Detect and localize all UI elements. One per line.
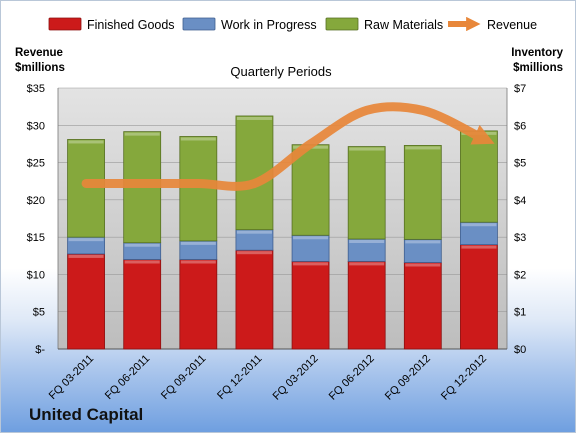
bar-highlight <box>349 262 385 266</box>
x-tick-label: FQ 06-2011 <box>103 353 152 402</box>
bar-highlight <box>293 236 329 240</box>
bar-raw-materials <box>347 146 386 240</box>
bar-highlight <box>236 116 272 120</box>
bar-highlight <box>461 245 497 249</box>
bar-raw-materials <box>291 144 330 236</box>
bar-raw-materials <box>403 145 442 240</box>
bar-highlight <box>180 137 216 141</box>
bar-highlight <box>405 263 441 267</box>
bar-finished-goods <box>67 253 105 350</box>
bar-highlight <box>461 223 497 227</box>
bar-highlight <box>236 230 272 234</box>
bar-highlight <box>180 241 216 245</box>
bar-highlight <box>236 251 272 255</box>
right-tick-label: $0 <box>514 344 526 356</box>
left-tick-label: $10 <box>27 269 45 281</box>
bar-finished-goods <box>123 259 162 350</box>
legend-swatch-work-in-progress <box>182 17 216 31</box>
left-tick-label: $20 <box>27 195 45 207</box>
bar-raw-materials <box>67 139 105 238</box>
bar-highlight <box>293 262 329 266</box>
right-axis-title-line2: $millions <box>513 62 563 74</box>
right-tick-label: $7 <box>514 83 526 95</box>
bar-highlight <box>180 260 216 264</box>
left-tick-label: $35 <box>27 83 45 95</box>
x-tick-label: FQ 09-2012 <box>383 353 433 403</box>
bars-group <box>67 115 498 350</box>
legend-label-revenue: Revenue <box>487 18 537 32</box>
bar-highlight <box>405 146 441 150</box>
left-axis-title-line1: Revenue <box>15 47 63 59</box>
bar-finished-goods <box>179 259 218 350</box>
bar-highlight <box>68 140 104 144</box>
chart-title: Quarterly Periods <box>230 64 332 79</box>
left-tick-label: $- <box>35 344 45 356</box>
bar-highlight <box>124 243 160 247</box>
bar-finished-goods <box>291 260 330 350</box>
bar-finished-goods <box>235 249 274 350</box>
bar-highlight <box>405 240 441 244</box>
right-axis-title-line1: Inventory <box>511 47 563 59</box>
bar-raw-materials <box>460 130 498 223</box>
company-name: United Capital <box>29 405 144 424</box>
left-tick-label: $25 <box>27 158 45 170</box>
legend-label-finished-goods: Finished Goods <box>87 18 175 32</box>
left-tick-label: $30 <box>27 120 45 132</box>
right-tick-label: $2 <box>514 269 526 281</box>
x-tick-label: FQ 03-2012 <box>271 353 321 403</box>
bar-highlight <box>124 260 160 264</box>
revenue-line <box>81 102 495 191</box>
x-tick-label: FQ 12-2012 <box>439 353 489 403</box>
right-tick-label: $3 <box>514 232 526 244</box>
right-tick-label: $4 <box>514 195 526 207</box>
bar-highlight <box>68 254 104 258</box>
bar-finished-goods <box>403 262 442 350</box>
bar-highlight <box>124 132 160 136</box>
bar-highlight <box>68 238 104 242</box>
bar-highlight <box>349 147 385 151</box>
x-tick-label: FQ 12-2011 <box>215 353 264 402</box>
left-tick-label: $5 <box>33 307 45 319</box>
bar-work-in-progress <box>291 234 330 262</box>
left-tick-label: $15 <box>27 232 45 244</box>
bar-finished-goods <box>347 260 386 350</box>
legend-swatch-finished-goods <box>48 17 82 31</box>
right-tick-label: $5 <box>514 158 526 170</box>
legend-label-work-in-progress: Work in Progress <box>221 18 317 32</box>
legend-label-raw-materials: Raw Materials <box>364 18 443 32</box>
x-tick-label: FQ 06-2012 <box>327 353 377 403</box>
legend: Finished Goods Work in Progress Raw Mate… <box>48 16 537 32</box>
right-tick-label: $6 <box>514 120 526 132</box>
bar-finished-goods <box>460 244 498 350</box>
bar-highlight <box>349 240 385 244</box>
revenue-line-group <box>81 102 495 191</box>
x-tick-label: FQ 03-2011 <box>47 353 96 402</box>
legend-swatch-raw-materials <box>325 17 359 31</box>
x-tick-label: FQ 09-2011 <box>159 353 208 402</box>
right-tick-label: $1 <box>514 307 526 319</box>
left-axis-title-line2: $millions <box>15 62 65 74</box>
